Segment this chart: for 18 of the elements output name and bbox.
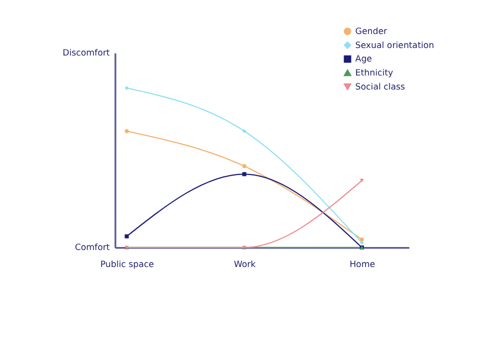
point (124, 129, 129, 134)
point (242, 129, 246, 134)
legend-label: Social class (355, 82, 406, 92)
legend-label: Ethnicity (355, 68, 394, 78)
legend-label: Sexual orientation (355, 40, 434, 51)
x-tick-label: Work (234, 260, 256, 270)
point (242, 164, 246, 168)
text: Comfort (74, 243, 110, 254)
text: Discomfort (62, 48, 110, 59)
point (124, 86, 129, 90)
legend-label: Gender (355, 26, 388, 37)
x-tick-label: Home (350, 260, 376, 270)
x-tick-label: Public space (100, 260, 154, 270)
legend-label: Age (355, 54, 372, 65)
point (360, 237, 364, 242)
point (242, 172, 246, 176)
point (360, 240, 364, 245)
point (124, 234, 129, 238)
